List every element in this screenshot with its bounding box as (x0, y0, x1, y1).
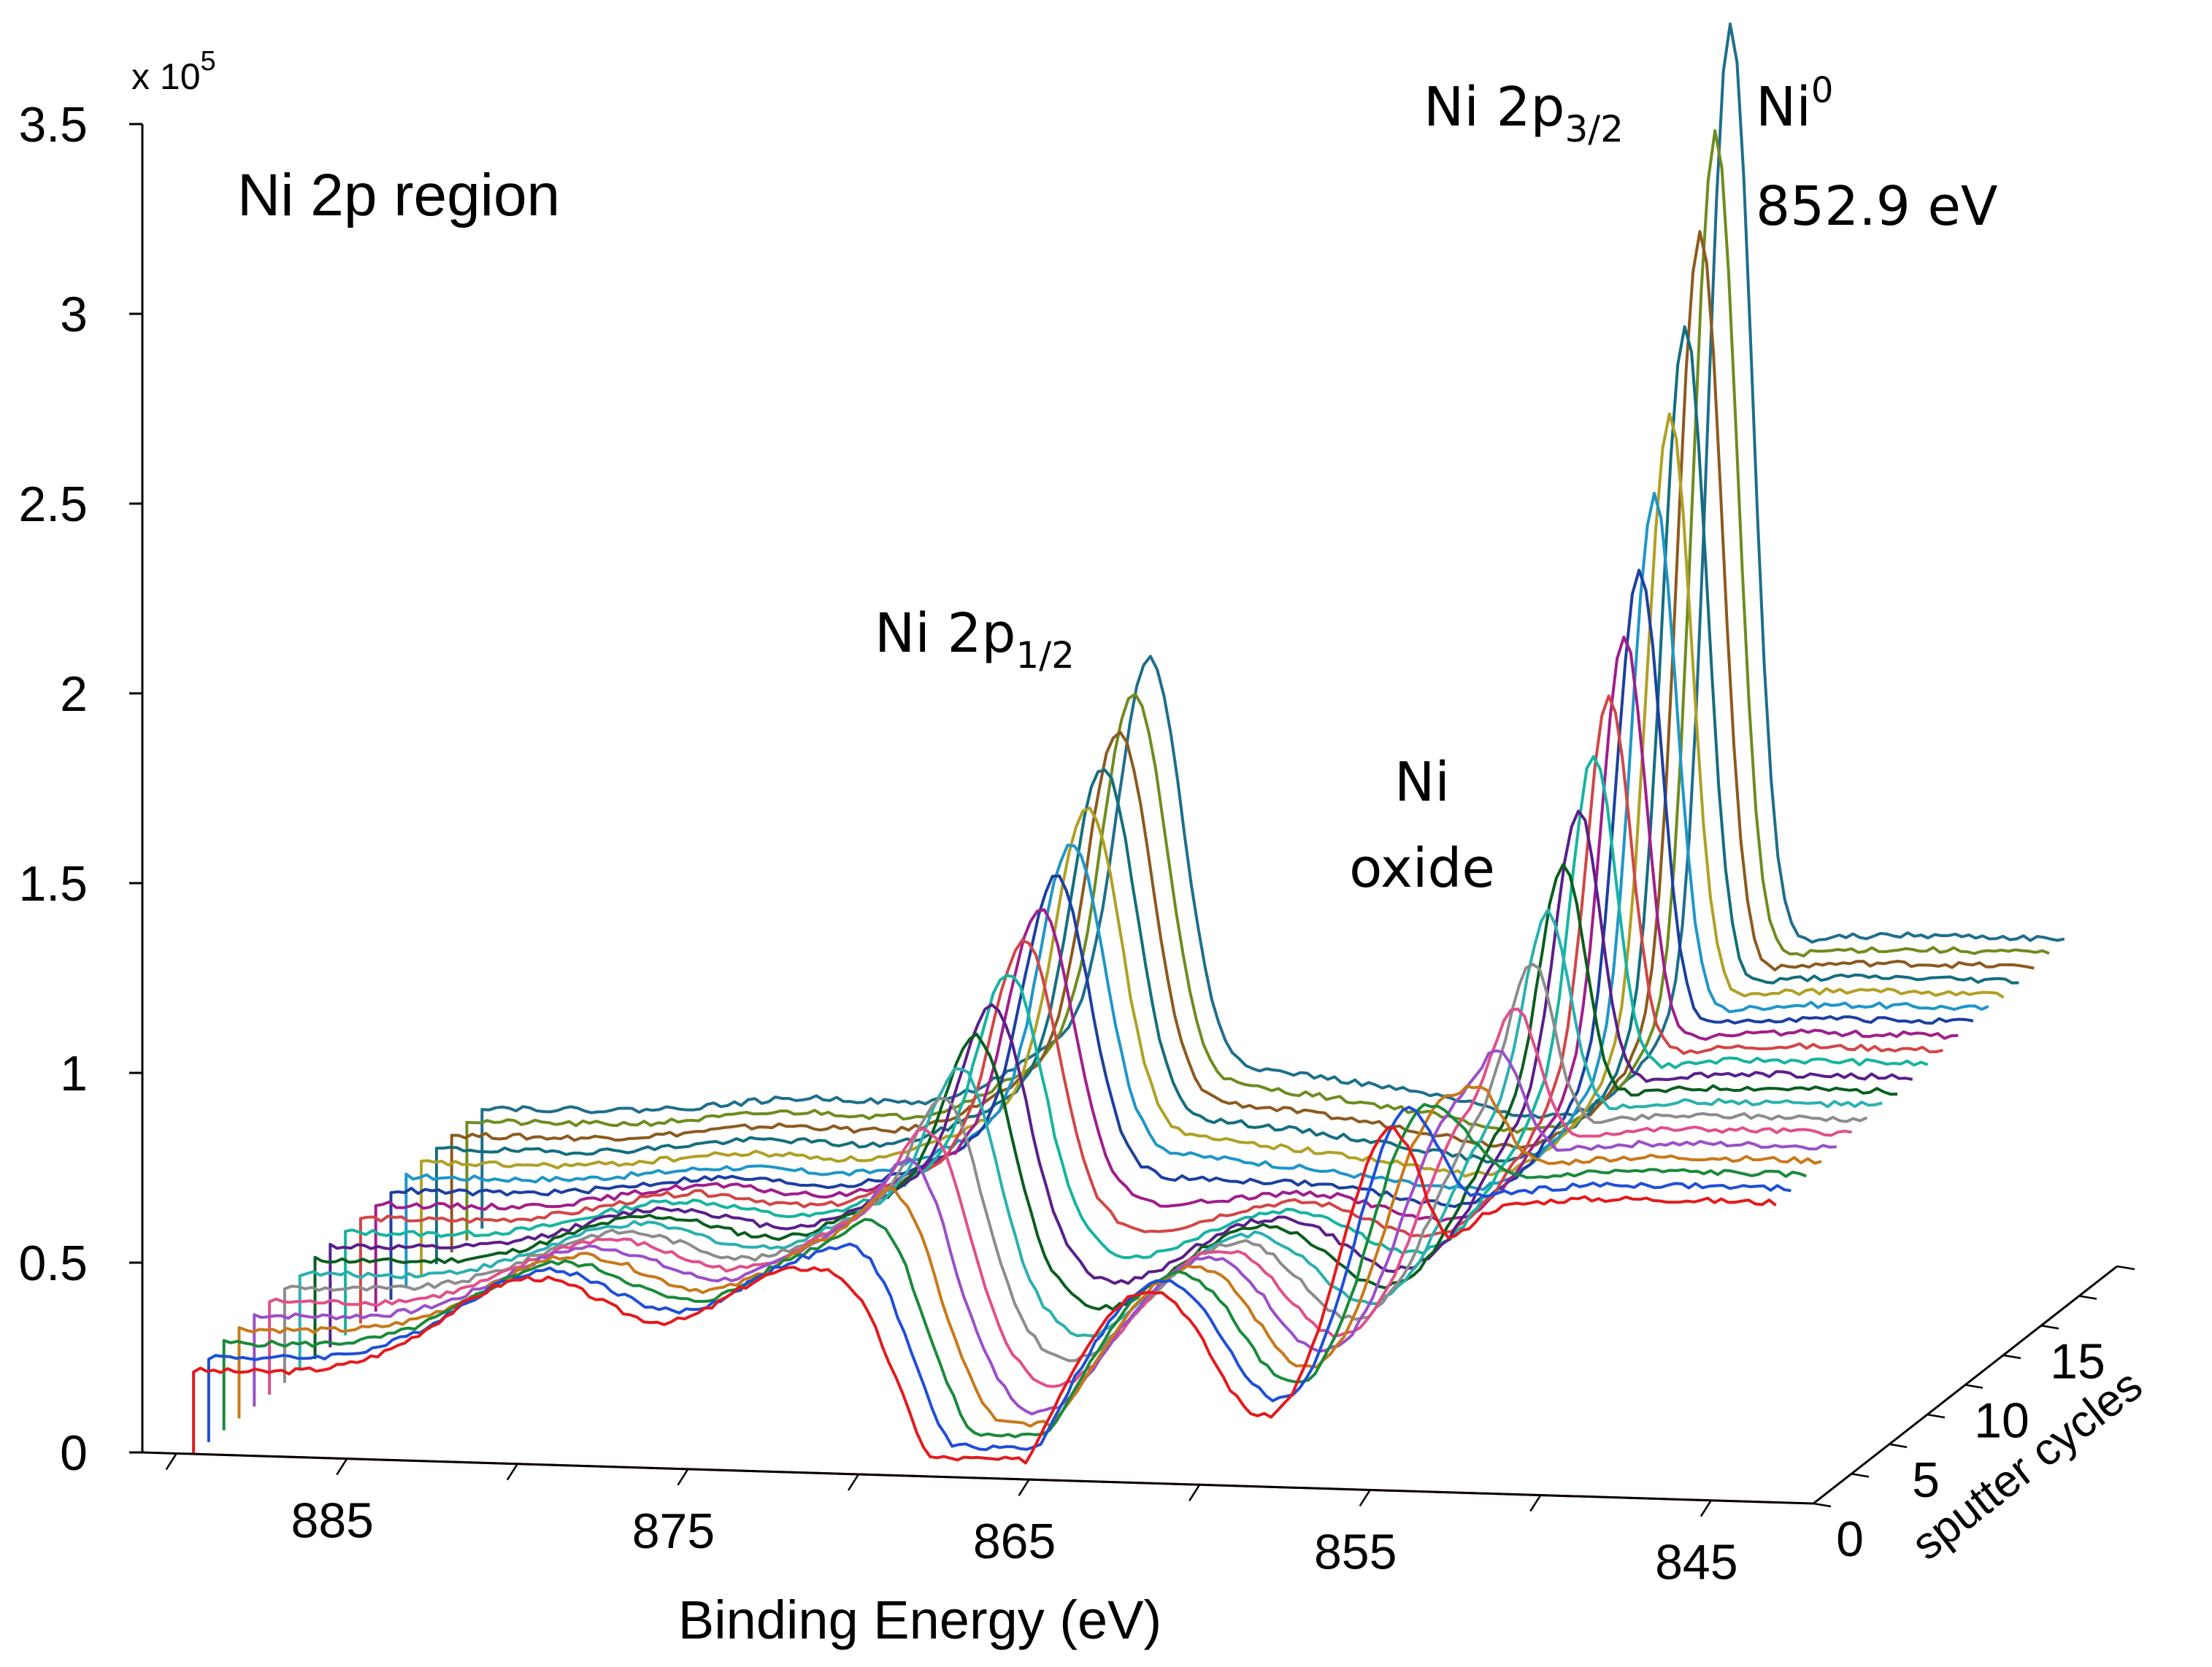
annotation-ni0: Ni0 (1756, 70, 1833, 139)
x-tick-mark (1700, 1500, 1712, 1517)
y-tick-label: 2 (60, 666, 88, 722)
x-tick-label: 855 (1314, 1524, 1397, 1579)
annotation-ni-2p32-main: Ni 2p (1424, 76, 1565, 139)
spectrum-series-17 (450, 230, 2035, 1252)
spectrum-series-14 (404, 491, 1989, 1288)
spectrum-series-12 (374, 635, 1959, 1312)
z-tick-mark (1965, 1384, 1983, 1389)
spectrum-series-0 (192, 1126, 1777, 1465)
annotation-ni-2p12-sub: 1/2 (1016, 634, 1075, 677)
spectrum-series-11 (358, 694, 1943, 1324)
y-tick-label: 1 (60, 1046, 88, 1101)
y-multiplier-exponent: 5 (201, 46, 216, 77)
z-tick-label: 0 (1836, 1512, 1864, 1567)
x-tick-mark (1529, 1494, 1542, 1512)
x-tick-label: 865 (973, 1514, 1056, 1569)
z-tick-label: 5 (1912, 1452, 1940, 1508)
x-tick-mark (506, 1463, 518, 1481)
x-axis-line (142, 1451, 1814, 1505)
annotation-ni0-energy: 852.9 eV (1756, 175, 1998, 238)
z-tick-mark (1851, 1473, 1870, 1478)
spectrum-series-19 (480, 22, 2065, 1229)
x-tick-label: 875 (632, 1504, 715, 1559)
annotation-ni-2p32: Ni 2p3/2 (1424, 76, 1624, 150)
spectrum-series-8 (313, 863, 1898, 1360)
y-ticks: 0 0.5 1 1.5 2 2.5 3 3.5 (18, 97, 142, 1481)
y-tick-label: 3 (60, 287, 88, 342)
spectrum-series-15 (420, 412, 2005, 1277)
z-tick-mark (1813, 1502, 1832, 1508)
y-tick-label: 3.5 (18, 97, 88, 153)
z-tick-mark (2116, 1265, 2135, 1271)
z-tick-mark (2002, 1354, 2021, 1360)
spectrum-series-4 (253, 1049, 1837, 1416)
spectrum-series-10 (344, 755, 1929, 1336)
x-tick-mark (1018, 1479, 1030, 1496)
y-tick-label: 1.5 (18, 856, 88, 912)
x-tick-mark (165, 1452, 177, 1471)
z-tick-mark (1889, 1443, 1908, 1448)
spectrum-series-13 (389, 569, 1974, 1300)
z-tick-mark (2040, 1325, 2059, 1330)
z-tick-mark (2078, 1295, 2097, 1300)
annotation-ni-2p12-main: Ni 2p (875, 602, 1016, 665)
annotation-ni0-main: Ni (1756, 76, 1811, 139)
annotation-oxide-line2: oxide (1349, 837, 1495, 900)
z-axis-label: sputter cycles (1902, 1360, 2151, 1570)
spectrum-series-18 (465, 128, 2050, 1241)
z-tick-mark (1927, 1413, 1946, 1419)
y-multiplier-base: x 10 (131, 56, 201, 97)
x-tick-mark (336, 1458, 348, 1476)
spectrum-series-5 (268, 1007, 1852, 1395)
spectrum-series-1 (207, 1105, 1792, 1452)
spectrum-series-9 (329, 809, 1913, 1347)
x-tick-mark (1188, 1484, 1201, 1501)
y-tick-label: 0.5 (18, 1236, 88, 1291)
y-multiplier: x 105 (131, 46, 216, 97)
z-ticks: 05 10 15 (1813, 1265, 2135, 1567)
annotation-oxide-line1: Ni (1394, 751, 1450, 814)
annotation-ni0-sup: 0 (1811, 70, 1834, 111)
chart-title: Ni 2p region (237, 162, 560, 228)
annotation-ni-2p12: Ni 2p1/2 (875, 602, 1075, 677)
spectrum-series-7 (298, 908, 1883, 1371)
annotation-ni-2p32-sub: 3/2 (1565, 108, 1624, 150)
spectra-traces (192, 22, 2065, 1504)
x-tick-mark (677, 1468, 689, 1486)
spectrum-series-16 (434, 325, 2019, 1265)
x-ticks: 885 875 865 855 845 (165, 1452, 1738, 1590)
z-tick-label: 10 (1974, 1393, 2029, 1449)
x-tick-label: 845 (1655, 1535, 1737, 1590)
y-tick-label: 0 (60, 1425, 88, 1481)
x-tick-mark (847, 1474, 860, 1491)
x-tick-mark (1359, 1489, 1371, 1507)
x-tick-label: 885 (291, 1493, 374, 1549)
spectrum-series-2 (222, 1103, 1807, 1439)
z-tick-label: 15 (2050, 1333, 2105, 1389)
x-axis-label: Binding Energy (eV) (678, 1590, 1161, 1650)
y-tick-label: 2.5 (18, 477, 88, 532)
